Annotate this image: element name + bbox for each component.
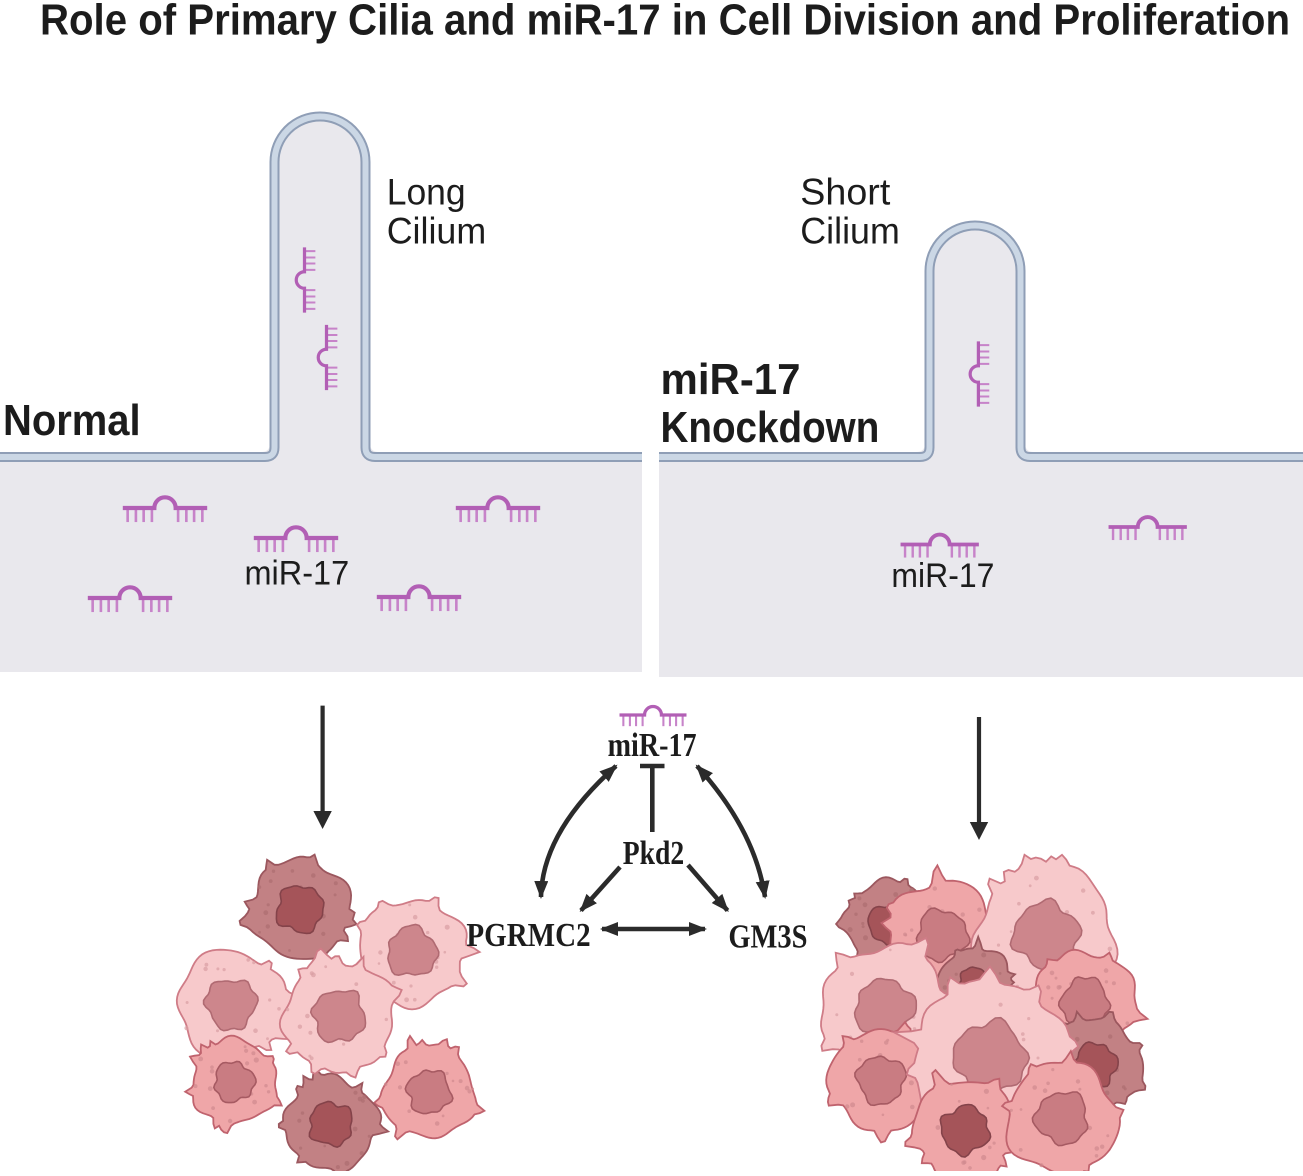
svg-text:GM3S: GM3S	[728, 919, 807, 956]
svg-text:miR-17: miR-17	[891, 557, 994, 595]
svg-text:Pkd2: Pkd2	[623, 835, 684, 872]
svg-text:Knockdown: Knockdown	[661, 403, 880, 452]
svg-text:Short: Short	[800, 171, 891, 212]
svg-text:miR-17: miR-17	[661, 355, 801, 404]
svg-text:miR-17: miR-17	[608, 727, 697, 764]
svg-text:Normal: Normal	[3, 396, 141, 445]
svg-text:miR-17: miR-17	[245, 554, 350, 592]
svg-text:Cilium: Cilium	[387, 211, 487, 252]
svg-text:Long: Long	[387, 171, 466, 212]
svg-text:Cilium: Cilium	[800, 211, 900, 252]
svg-text:Role of Primary Cilia and miR-: Role of Primary Cilia and miR-17 in Cell…	[40, 0, 1290, 45]
svg-text:PGRMC2: PGRMC2	[466, 917, 590, 954]
